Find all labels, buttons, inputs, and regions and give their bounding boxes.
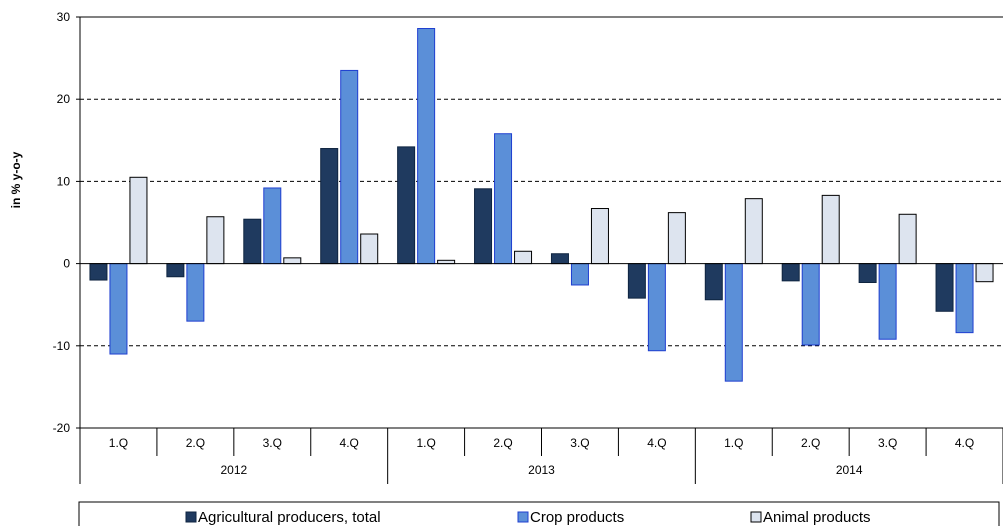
bar bbox=[647, 263, 666, 352]
bar bbox=[570, 263, 589, 286]
legend-swatch bbox=[185, 511, 197, 523]
legend-swatch bbox=[750, 511, 762, 523]
legend-label: Crop products bbox=[530, 509, 624, 526]
bar bbox=[320, 148, 339, 265]
bar bbox=[166, 263, 185, 278]
x-tick-label: 1.Q bbox=[416, 436, 435, 450]
bar bbox=[89, 263, 108, 281]
bars bbox=[89, 28, 994, 382]
bar bbox=[821, 194, 840, 265]
year-label: 2012 bbox=[220, 463, 247, 477]
bar bbox=[494, 133, 513, 265]
legend-box bbox=[78, 501, 1000, 526]
legend: Agricultural producers, total Crop produc… bbox=[78, 501, 1000, 526]
y-tick-label: 30 bbox=[57, 10, 71, 24]
bar bbox=[955, 263, 974, 334]
y-tick-label: 0 bbox=[63, 257, 70, 271]
bar bbox=[340, 69, 359, 265]
bar bbox=[397, 146, 416, 265]
x-tick-label: 2.Q bbox=[493, 436, 512, 450]
bar bbox=[550, 253, 569, 265]
x-tick-label: 1.Q bbox=[724, 436, 743, 450]
year-label: 2014 bbox=[836, 463, 863, 477]
bar bbox=[109, 263, 128, 355]
x-tick-label: 3.Q bbox=[878, 436, 897, 450]
bar bbox=[263, 187, 282, 265]
bar bbox=[975, 263, 994, 283]
bar bbox=[858, 263, 877, 284]
bar bbox=[360, 233, 379, 265]
bar bbox=[781, 263, 800, 282]
y-tick-label: 10 bbox=[57, 174, 71, 188]
legend-swatch bbox=[517, 511, 529, 523]
bar bbox=[417, 28, 436, 265]
x-tick-label: 2.Q bbox=[801, 436, 820, 450]
bar bbox=[514, 250, 533, 265]
bar bbox=[129, 176, 148, 265]
bar bbox=[243, 218, 262, 265]
x-tick-label: 4.Q bbox=[340, 436, 359, 450]
y-tick-label: -10 bbox=[53, 339, 71, 353]
year-label: 2013 bbox=[528, 463, 555, 477]
bar bbox=[744, 198, 763, 265]
bar bbox=[801, 263, 820, 346]
bar bbox=[878, 263, 897, 340]
bar bbox=[206, 216, 225, 265]
bar bbox=[590, 208, 609, 265]
bar bbox=[474, 188, 493, 265]
y-tick-label: -20 bbox=[53, 421, 71, 435]
bar bbox=[724, 263, 743, 382]
gridlines bbox=[80, 16, 1003, 347]
bar bbox=[627, 263, 646, 299]
x-tick-label: 4.Q bbox=[647, 436, 666, 450]
bar bbox=[186, 263, 205, 322]
x-tick-label: 3.Q bbox=[570, 436, 589, 450]
bar bbox=[935, 263, 954, 312]
x-tick-label: 2.Q bbox=[186, 436, 205, 450]
y-tick-label: 20 bbox=[57, 92, 71, 106]
y-axis-label: in % y-o-y bbox=[9, 151, 23, 208]
bar bbox=[283, 257, 302, 265]
legend-label: Agricultural producers, total bbox=[198, 509, 381, 526]
axes: -20 -10 0 10 20 30 1.Q 2.Q 3.Q 4.Q 1.Q 2.Q 3.Q 4.Q 1.Q… bbox=[53, 10, 1003, 484]
legend-label: Animal products bbox=[763, 509, 871, 526]
bar bbox=[667, 212, 686, 265]
x-tick-label: 4.Q bbox=[955, 436, 974, 450]
x-tick-label: 3.Q bbox=[263, 436, 282, 450]
x-tick-label: 1.Q bbox=[109, 436, 128, 450]
bar bbox=[704, 263, 723, 301]
bar bbox=[898, 213, 917, 265]
